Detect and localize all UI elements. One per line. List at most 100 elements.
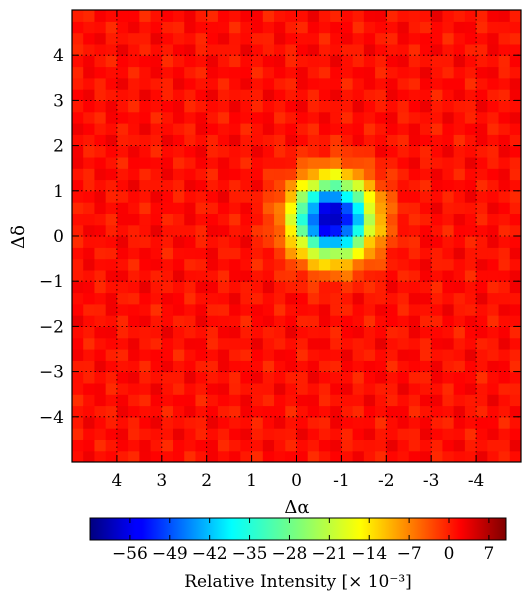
heatmap-cell [476,43,488,56]
heatmap-cell [419,77,432,90]
heatmap-cell [397,428,410,440]
heatmap-cell [251,134,264,147]
heatmap-cell [83,349,96,361]
heatmap-cell [229,371,241,384]
heatmap-cell [217,292,230,305]
heatmap-cell [262,89,275,101]
heatmap-cell [105,123,118,135]
heatmap-cell [498,382,511,395]
heatmap-cell [229,179,241,192]
heatmap-cell [375,394,387,407]
heatmap-cell [330,111,342,124]
heatmap-cell [487,405,500,418]
heatmap-cell [509,371,521,384]
heatmap-cell [128,428,140,440]
colorbar-tick-label: −49 [152,544,188,564]
heatmap-cell [94,43,107,56]
heatmap-cell [419,100,432,113]
heatmap-cell [419,394,432,407]
colorbar-tick-label: −35 [232,544,268,564]
heatmap-cell [274,123,286,135]
heatmap-cell [285,202,298,214]
heatmap-cell [476,292,488,305]
heatmap-cell [83,168,96,181]
heatmap-cell [94,360,107,373]
heatmap-cell [150,77,163,90]
heatmap-cell [206,89,219,101]
heatmap-cell [251,303,264,316]
heatmap-cell [375,43,387,56]
heatmap-cell [173,111,185,124]
heatmap-cell [128,77,140,90]
heatmap-cell [431,371,444,384]
heatmap-cell [161,394,174,407]
heatmap-cell [352,236,365,248]
heatmap-cell [431,156,444,169]
heatmap-cell [487,179,500,192]
heatmap-cell [453,111,466,124]
heatmap-cell [453,89,466,101]
heatmap-cell [442,405,455,418]
heatmap-cell [498,349,511,361]
heatmap-cell [72,405,84,418]
heatmap-cell [150,89,163,101]
heatmap-cell [116,394,129,407]
heatmap-cell [72,269,84,282]
heatmap-cell [251,450,264,462]
heatmap-cell [217,394,230,407]
heatmap-cell [105,156,118,169]
heatmap-cell [296,236,309,248]
heatmap-cell [397,43,410,56]
heatmap-cell [229,202,241,214]
heatmap-cell [217,123,230,135]
heatmap-cell [453,21,466,34]
heatmap-cell [105,405,118,418]
heatmap-cell [251,111,264,124]
heatmap-cell [464,77,477,90]
heatmap-cell [217,349,230,361]
heatmap-cell [419,326,432,339]
heatmap-cell [464,394,477,407]
heatmap-cell [476,382,488,395]
heatmap-cell [229,326,241,339]
heatmap-cell [363,394,376,407]
heatmap-cell [408,450,421,462]
heatmap-cell [476,439,488,452]
heatmap-cell [94,179,107,192]
heatmap-cell [397,134,410,147]
heatmap-cell [251,43,264,56]
heatmap-cell [139,315,152,327]
heatmap-cell [262,439,275,452]
heatmap-cell [307,269,320,282]
heatmap-cell [229,168,241,181]
heatmap-cell [94,247,107,260]
heatmap-cell [251,269,264,282]
heatmap-cell [419,213,432,226]
heatmap-cell [116,32,129,45]
heatmap-cell [173,134,185,147]
heatmap-cell [229,145,241,158]
heatmap-cell [229,156,241,169]
heatmap-cell [318,292,331,305]
heatmap-cell [375,326,387,339]
heatmap-cell [431,100,444,113]
heatmap-cell [94,202,107,214]
heatmap-cell [341,382,354,395]
heatmap-cell [274,202,286,214]
heatmap-cell [330,292,342,305]
heatmap-cell [296,202,309,214]
heatmap-cell [139,213,152,226]
heatmap-cell [285,123,298,135]
heatmap-cell [206,337,219,350]
heatmap-cell [318,428,331,440]
heatmap-cell [195,360,208,373]
heatmap-cell [318,10,331,22]
heatmap-cell [229,349,241,361]
heatmap-cell [240,450,253,462]
heatmap-cell [240,337,253,350]
heatmap-cell [83,371,96,384]
heatmap-cell [509,247,521,260]
heatmap-cell [431,258,444,271]
heatmap-cell [487,236,500,248]
heatmap-cell [285,258,298,271]
